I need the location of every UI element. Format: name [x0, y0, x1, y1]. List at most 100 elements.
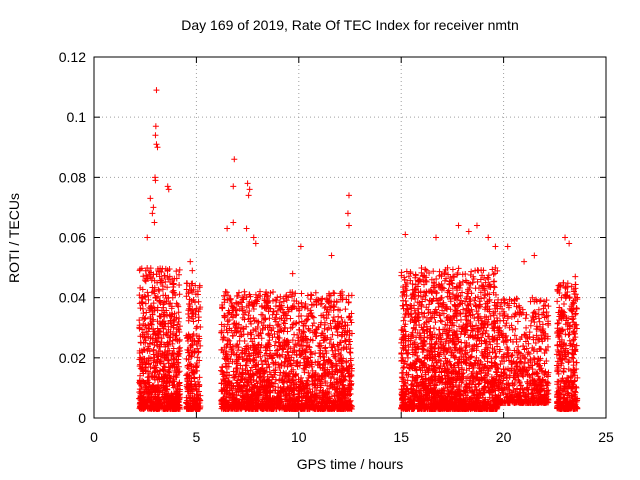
data-point: [150, 331, 157, 338]
data-point: [170, 393, 177, 400]
data-point: [154, 391, 161, 398]
data-point: [157, 321, 164, 328]
data-point: [188, 280, 195, 287]
data-point: [171, 349, 178, 356]
data-point: [156, 313, 163, 320]
data-point: [176, 266, 183, 273]
data-point: [157, 313, 164, 320]
data-point: [169, 288, 176, 295]
data-point: [169, 379, 176, 386]
data-point: [403, 301, 410, 308]
data-point: [144, 264, 151, 271]
data-point: [420, 337, 427, 344]
data-point: [275, 334, 282, 341]
data-point: [149, 382, 156, 389]
data-point: [176, 382, 183, 389]
data-point: [196, 282, 203, 289]
data-point: [146, 348, 153, 355]
data-point: [223, 289, 230, 296]
data-point: [185, 349, 192, 356]
data-point: [156, 298, 163, 305]
data-point: [140, 329, 147, 336]
data-point: [164, 385, 171, 392]
data-point: [162, 373, 169, 380]
data-point: [174, 359, 181, 366]
data-point: [161, 323, 168, 330]
data-point: [309, 322, 316, 329]
data-point: [137, 381, 144, 388]
data-point: [137, 399, 144, 406]
data-point: [312, 289, 319, 296]
data-point: [157, 277, 164, 284]
data-point: [156, 287, 163, 294]
data-point: [189, 395, 196, 402]
data-point: [186, 296, 193, 303]
data-point: [457, 316, 464, 323]
data-point: [183, 355, 190, 362]
data-point: [241, 288, 248, 295]
data-point: [318, 300, 325, 307]
data-point: [146, 325, 153, 332]
data-point: [143, 309, 150, 316]
data-point: [141, 355, 148, 362]
data-point: [188, 341, 195, 348]
data-point: [164, 284, 171, 291]
data-point: [190, 318, 197, 325]
data-point: [150, 351, 157, 358]
data-point: [219, 364, 226, 371]
data-point: [274, 328, 281, 335]
data-point: [195, 298, 202, 305]
data-point: [186, 382, 193, 389]
data-point: [151, 305, 158, 312]
data-point: [174, 365, 181, 372]
data-point: [326, 340, 333, 347]
data-point: [241, 337, 248, 344]
data-point: [139, 295, 146, 302]
data-point: [183, 372, 190, 379]
data-point: [164, 357, 171, 364]
data-point: [191, 374, 198, 381]
data-point: [142, 314, 149, 321]
data-point: [170, 280, 177, 287]
data-point: [163, 307, 170, 314]
data-point: [145, 361, 152, 368]
data-point: [141, 315, 148, 322]
data-point: [195, 308, 202, 315]
data-point: [145, 292, 152, 299]
data-point: [160, 311, 167, 318]
data-point: [141, 389, 148, 396]
data-point: [194, 378, 201, 385]
data-point: [165, 368, 172, 375]
data-point: [176, 291, 183, 298]
data-point: [167, 364, 174, 371]
chart-title: Day 169 of 2019, Rate Of TEC Index for r…: [181, 17, 519, 33]
data-point: [144, 390, 151, 397]
data-point: [312, 350, 319, 357]
data-point: [193, 359, 200, 366]
data-point: [156, 398, 163, 405]
data-point: [158, 335, 165, 342]
data-point: [186, 394, 193, 401]
data-point: [193, 387, 200, 394]
data-point: [139, 333, 146, 340]
data-point: [149, 373, 156, 380]
data-point: [176, 282, 183, 289]
data-point: [247, 335, 254, 342]
data-point: [221, 313, 228, 320]
data-point: [193, 400, 200, 407]
data-point: [191, 338, 198, 345]
data-point: [149, 335, 156, 342]
data-point: [175, 318, 182, 325]
data-point: [150, 316, 157, 323]
data-point: [184, 378, 191, 385]
data-point: [166, 369, 173, 376]
data-point: [136, 363, 143, 370]
data-point: [166, 380, 173, 387]
data-point: [185, 317, 192, 324]
data-point: [160, 301, 167, 308]
data-point: [163, 329, 170, 336]
data-point: [154, 279, 161, 286]
data-point: [438, 318, 445, 325]
data-point: [156, 375, 163, 382]
data-point: [155, 334, 162, 341]
